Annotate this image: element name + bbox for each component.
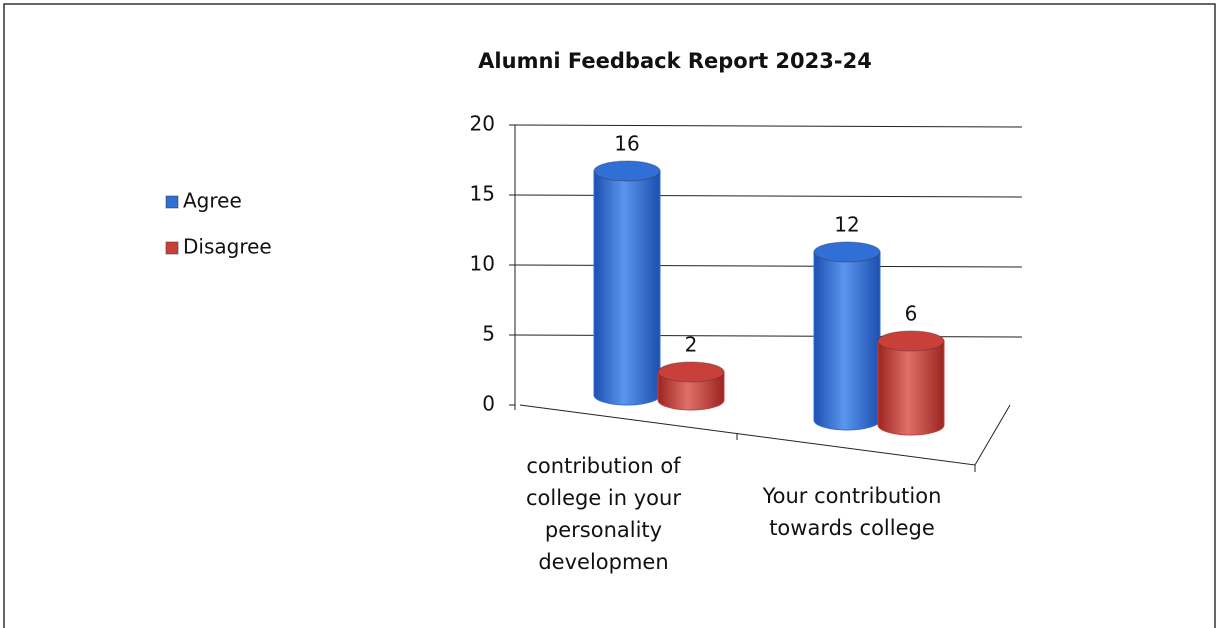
frame (3, 3, 1216, 628)
x-tick-label: Your contribution towards college (762, 484, 942, 540)
legend-label: Disagree (183, 235, 272, 259)
chart-title: Alumni Feedback Report 2023-24 (478, 49, 872, 73)
grid-line (514, 264, 1023, 268)
bar-body (657, 371, 725, 411)
bar (813, 241, 881, 431)
y-tick-label: 5 (482, 322, 495, 346)
bar (877, 330, 945, 436)
y-tick-label: 20 (470, 112, 495, 136)
legend-swatch (165, 241, 179, 255)
bar-top (657, 361, 725, 383)
bar-top (593, 160, 661, 182)
y-tick-label: 10 (470, 252, 495, 276)
value-label: 16 (614, 132, 639, 156)
value-label: 12 (834, 213, 859, 237)
bar-top (813, 241, 881, 263)
grid-line (514, 194, 1023, 198)
legend-label: Agree (183, 189, 242, 213)
y-tick-label: 15 (470, 182, 495, 206)
bar-top (877, 330, 945, 352)
x-tick-label: contribution of college in your personal… (526, 454, 681, 574)
grid-line (514, 334, 1023, 338)
value-label: 6 (905, 302, 918, 326)
bar-body (877, 340, 945, 436)
y-tick-label: 0 (482, 392, 495, 416)
bar (593, 160, 661, 406)
grid-line (514, 124, 1023, 128)
bar (657, 361, 725, 411)
bar-body (813, 251, 881, 431)
bar-body (593, 170, 661, 406)
legend-swatch (165, 195, 179, 209)
value-label: 2 (685, 333, 698, 357)
